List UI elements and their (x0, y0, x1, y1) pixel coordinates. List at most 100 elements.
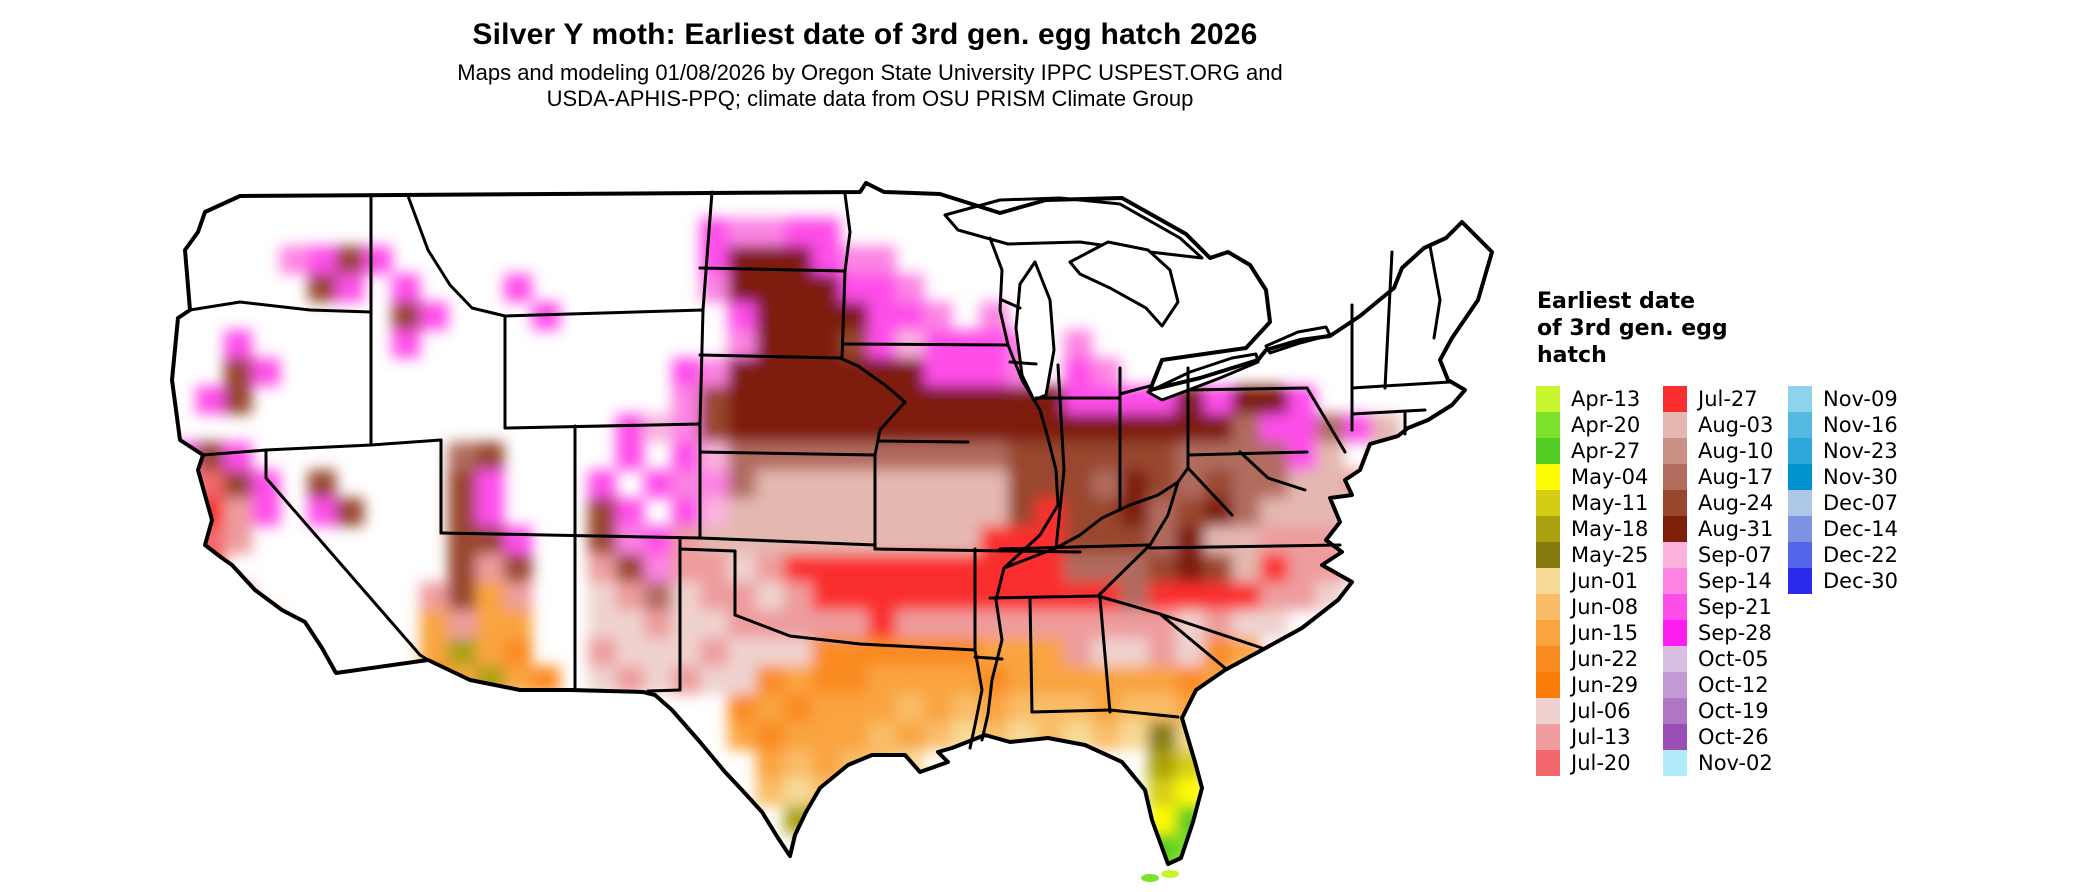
legend-swatch (1663, 438, 1687, 464)
legend-label: Jun-29 (1571, 673, 1639, 697)
legend-swatch (1663, 386, 1687, 412)
legend-label: Aug-31 (1698, 517, 1774, 541)
legend-swatch (1536, 698, 1560, 724)
legend-item: Aug-03 (1663, 412, 1773, 438)
legend-swatch (1663, 672, 1687, 698)
legend-column-1: Apr-13 Apr-20 Apr-27 May-04 May-11 May-18 May-… (1536, 386, 1648, 776)
legend-label: Dec-30 (1823, 569, 1898, 593)
page-subtitle: Maps and modeling 01/08/2026 by Oregon S… (0, 60, 1740, 112)
legend-item: Sep-21 (1663, 594, 1773, 620)
legend-item: Dec-30 (1788, 568, 1898, 594)
legend-label: Nov-16 (1823, 413, 1898, 437)
page-title: Silver Y moth: Earliest date of 3rd gen.… (472, 18, 1258, 51)
legend-swatch (1788, 464, 1812, 490)
legend-title-line-2: of 3rd gen. egg (1537, 316, 1728, 341)
legend-title-line-1: Earliest date (1537, 289, 1696, 314)
legend-label: Oct-05 (1698, 647, 1769, 671)
legend-item: Sep-07 (1663, 542, 1773, 568)
legend-item: Aug-31 (1663, 516, 1773, 542)
legend-swatch (1536, 724, 1560, 750)
legend-item: Jul-27 (1663, 386, 1773, 412)
legend-swatch (1663, 568, 1687, 594)
legend-label: Jun-15 (1571, 621, 1639, 645)
legend-item: Aug-24 (1663, 490, 1773, 516)
legend-swatch (1788, 516, 1812, 542)
legend-label: Oct-12 (1698, 673, 1769, 697)
legend-swatch (1663, 464, 1687, 490)
legend-label: May-18 (1571, 517, 1649, 541)
legend-label: Jul-27 (1698, 387, 1758, 411)
legend-label: Aug-10 (1698, 439, 1774, 463)
legend-swatch (1788, 542, 1812, 568)
legend-item: Jul-13 (1536, 724, 1648, 750)
legend-column-3: Nov-09 Nov-16 Nov-23 Nov-30 Dec-07 Dec-14 Dec-… (1788, 386, 1898, 594)
legend-item: Dec-22 (1788, 542, 1898, 568)
legend-item: Sep-28 (1663, 620, 1773, 646)
legend-item: May-18 (1536, 516, 1648, 542)
legend-swatch (1536, 542, 1560, 568)
subtitle-line-1: Maps and modeling 01/08/2026 by Oregon S… (457, 60, 1283, 85)
legend-swatch (1663, 750, 1687, 776)
legend-label: May-25 (1571, 543, 1649, 567)
legend-label: Sep-07 (1698, 543, 1772, 567)
legend-swatch (1788, 568, 1812, 594)
legend-swatch (1663, 620, 1687, 646)
legend-label: Nov-30 (1823, 465, 1898, 489)
legend-swatch (1663, 490, 1687, 516)
legend-label: Nov-23 (1823, 439, 1898, 463)
legend-swatch (1536, 672, 1560, 698)
legend-swatch (1788, 438, 1812, 464)
florida-keys-dots (1141, 870, 1179, 882)
legend-swatch (1536, 438, 1560, 464)
map-raster (172, 218, 1400, 864)
legend-label: Aug-17 (1698, 465, 1774, 489)
legend-label: Sep-21 (1698, 595, 1772, 619)
legend-swatch (1663, 646, 1687, 672)
legend-label: May-11 (1571, 491, 1649, 515)
legend-item: Jun-08 (1536, 594, 1648, 620)
legend-swatch (1663, 412, 1687, 438)
legend-label: Nov-09 (1823, 387, 1898, 411)
legend-label: Sep-14 (1698, 569, 1772, 593)
legend-label: Jun-01 (1571, 569, 1639, 593)
legend-swatch (1663, 516, 1687, 542)
legend-item: May-04 (1536, 464, 1648, 490)
legend-label: Aug-03 (1698, 413, 1774, 437)
legend-label: Oct-19 (1698, 699, 1769, 723)
legend-label: Dec-14 (1823, 517, 1898, 541)
legend-label: Jun-08 (1571, 595, 1639, 619)
legend-swatch (1536, 568, 1560, 594)
legend-label: Jun-22 (1571, 647, 1639, 671)
legend-item: May-11 (1536, 490, 1648, 516)
legend-item: Apr-20 (1536, 412, 1648, 438)
legend-item: Nov-09 (1788, 386, 1898, 412)
legend-column-2: Jul-27 Aug-03 Aug-10 Aug-17 Aug-24 Aug-31 Sep-… (1663, 386, 1773, 776)
legend-label: Jul-13 (1571, 725, 1631, 749)
legend-swatch (1536, 386, 1560, 412)
legend-label: Apr-27 (1571, 439, 1641, 463)
legend-item: Oct-05 (1663, 646, 1773, 672)
legend-title: Earliest date of 3rd gen. egg hatch (1537, 288, 1757, 369)
legend-item: Nov-16 (1788, 412, 1898, 438)
legend-label: Dec-22 (1823, 543, 1898, 567)
state-borders (188, 190, 1452, 750)
legend-item: Jul-06 (1536, 698, 1648, 724)
legend-label: Nov-02 (1698, 751, 1773, 775)
legend-label: Aug-24 (1698, 491, 1774, 515)
legend-swatch (1788, 490, 1812, 516)
legend-item: Oct-12 (1663, 672, 1773, 698)
legend-label: Sep-28 (1698, 621, 1772, 645)
legend-swatch (1536, 516, 1560, 542)
legend-item: Jun-29 (1536, 672, 1648, 698)
legend-item: Jun-22 (1536, 646, 1648, 672)
legend-label: Apr-20 (1571, 413, 1641, 437)
legend-item: Dec-07 (1788, 490, 1898, 516)
legend-swatch (1788, 386, 1812, 412)
legend-item: Nov-02 (1663, 750, 1773, 776)
legend-swatch (1663, 594, 1687, 620)
legend-title-line-3: hatch (1537, 343, 1607, 368)
legend-item: Sep-14 (1663, 568, 1773, 594)
legend-item: Apr-13 (1536, 386, 1648, 412)
legend-swatch (1663, 698, 1687, 724)
